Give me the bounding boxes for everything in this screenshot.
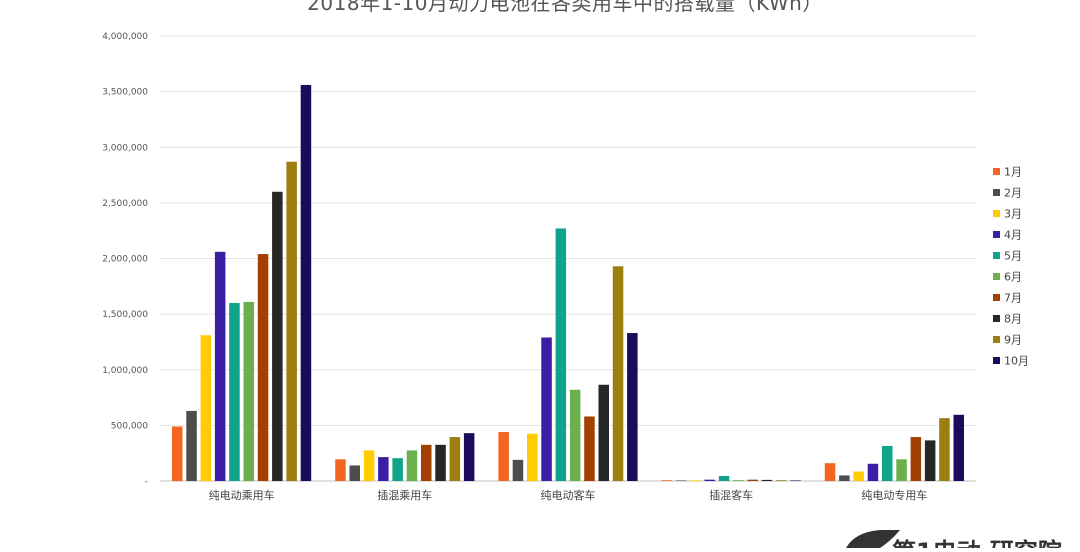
- bar: [627, 333, 638, 481]
- bar: [421, 444, 432, 481]
- bar: [761, 479, 773, 481]
- legend: 1月 2月 3月 4月 5月 6月 7月 8月 9月 10月: [993, 166, 1029, 368]
- legend-label: 6月: [1004, 271, 1022, 284]
- legend-swatch: [993, 357, 1000, 364]
- legend-label: 9月: [1004, 334, 1022, 347]
- brand-logo: 第1电动·研究院: [846, 530, 1062, 552]
- y-tick-label: 3,000,000: [102, 143, 148, 153]
- x-axis-categories: 纯电动乘用车 插混乘用车 纯电动客车 插混客车 纯电动专用车: [209, 488, 928, 502]
- legend-swatch: [993, 294, 1000, 301]
- legend-swatch: [993, 336, 1000, 343]
- bar: [598, 384, 609, 481]
- bar: [186, 410, 197, 481]
- legend-label: 5月: [1004, 250, 1022, 263]
- y-tick-label: 2,500,000: [102, 199, 148, 209]
- bar: [910, 437, 922, 481]
- bar: [882, 445, 893, 481]
- x-category-label: 纯电动客车: [541, 488, 596, 502]
- bar: [718, 475, 730, 481]
- bar: [392, 458, 403, 481]
- bar: [349, 465, 360, 481]
- bar: [272, 191, 283, 481]
- y-tick-label: 1,000,000: [102, 366, 148, 376]
- bar: [867, 463, 879, 481]
- bar: [569, 389, 581, 481]
- legend-swatch: [993, 168, 1000, 175]
- y-tick-label: 1,500,000: [102, 310, 148, 320]
- logo-text: 第1电动·研究院: [892, 538, 1062, 548]
- bar: [449, 437, 461, 481]
- legend-label: 1月: [1004, 166, 1022, 179]
- bar: [839, 475, 850, 481]
- logo-car-icon: [846, 530, 900, 548]
- bar: [953, 414, 964, 481]
- legend-swatch: [993, 231, 1000, 238]
- bar: [704, 479, 715, 481]
- legend-swatch: [993, 273, 1000, 280]
- bar: [824, 463, 836, 481]
- bar: [363, 450, 375, 481]
- bar: [243, 301, 254, 481]
- bar: [555, 228, 567, 481]
- x-category-label: 纯电动专用车: [861, 488, 927, 502]
- legend-label: 3月: [1004, 208, 1022, 221]
- bar: [257, 254, 269, 481]
- bar: [172, 426, 183, 481]
- legend-label: 2月: [1004, 187, 1022, 200]
- bar: [406, 450, 418, 481]
- y-axis-ticks: - 500,000 1,000,000 1,500,000 2,000,000 2,500…: [102, 32, 148, 487]
- bar: [300, 84, 312, 481]
- x-category-label: 插混客车: [709, 488, 753, 502]
- legend-label: 10月: [1004, 355, 1029, 368]
- bar: [776, 480, 787, 481]
- bar: [675, 480, 687, 481]
- bars: [172, 84, 964, 481]
- legend-swatch: [993, 189, 1000, 196]
- bar: [512, 459, 524, 481]
- bar: [612, 266, 624, 481]
- bar: [939, 418, 950, 481]
- bar: [463, 433, 475, 481]
- bar: [584, 416, 595, 481]
- bar: [747, 479, 758, 481]
- legend-swatch: [993, 315, 1000, 322]
- bar: [661, 480, 673, 481]
- legend-swatch: [993, 252, 1000, 259]
- chart-title: 2018年1-10月动力电池在各类用车中的搭载量（KWh）: [307, 0, 823, 15]
- y-tick-label: 3,500,000: [102, 88, 148, 98]
- bar: [790, 480, 801, 481]
- bar: [229, 303, 240, 481]
- legend-label: 7月: [1004, 292, 1022, 305]
- legend-label: 8月: [1004, 313, 1022, 326]
- bar: [541, 337, 552, 481]
- y-tick-label: 2,000,000: [102, 255, 148, 265]
- bar: [378, 457, 389, 481]
- bar: [214, 251, 226, 481]
- bar: [435, 444, 446, 481]
- bar: [286, 161, 297, 481]
- x-category-label: 插混乘用车: [377, 488, 432, 502]
- y-tick-label: -: [145, 477, 148, 487]
- bar: [896, 459, 907, 481]
- y-tick-label: 500,000: [111, 421, 148, 431]
- y-tick-label: 4,000,000: [102, 32, 148, 42]
- bar: [924, 440, 936, 481]
- bar: [527, 433, 538, 481]
- bar: [335, 459, 346, 481]
- bar: [200, 335, 212, 481]
- bar: [733, 480, 744, 481]
- x-category-label: 纯电动乘用车: [209, 488, 275, 502]
- bar: [853, 471, 864, 481]
- bar: [498, 432, 509, 481]
- bar: [690, 480, 701, 481]
- legend-label: 4月: [1004, 229, 1022, 242]
- legend-swatch: [993, 210, 1000, 217]
